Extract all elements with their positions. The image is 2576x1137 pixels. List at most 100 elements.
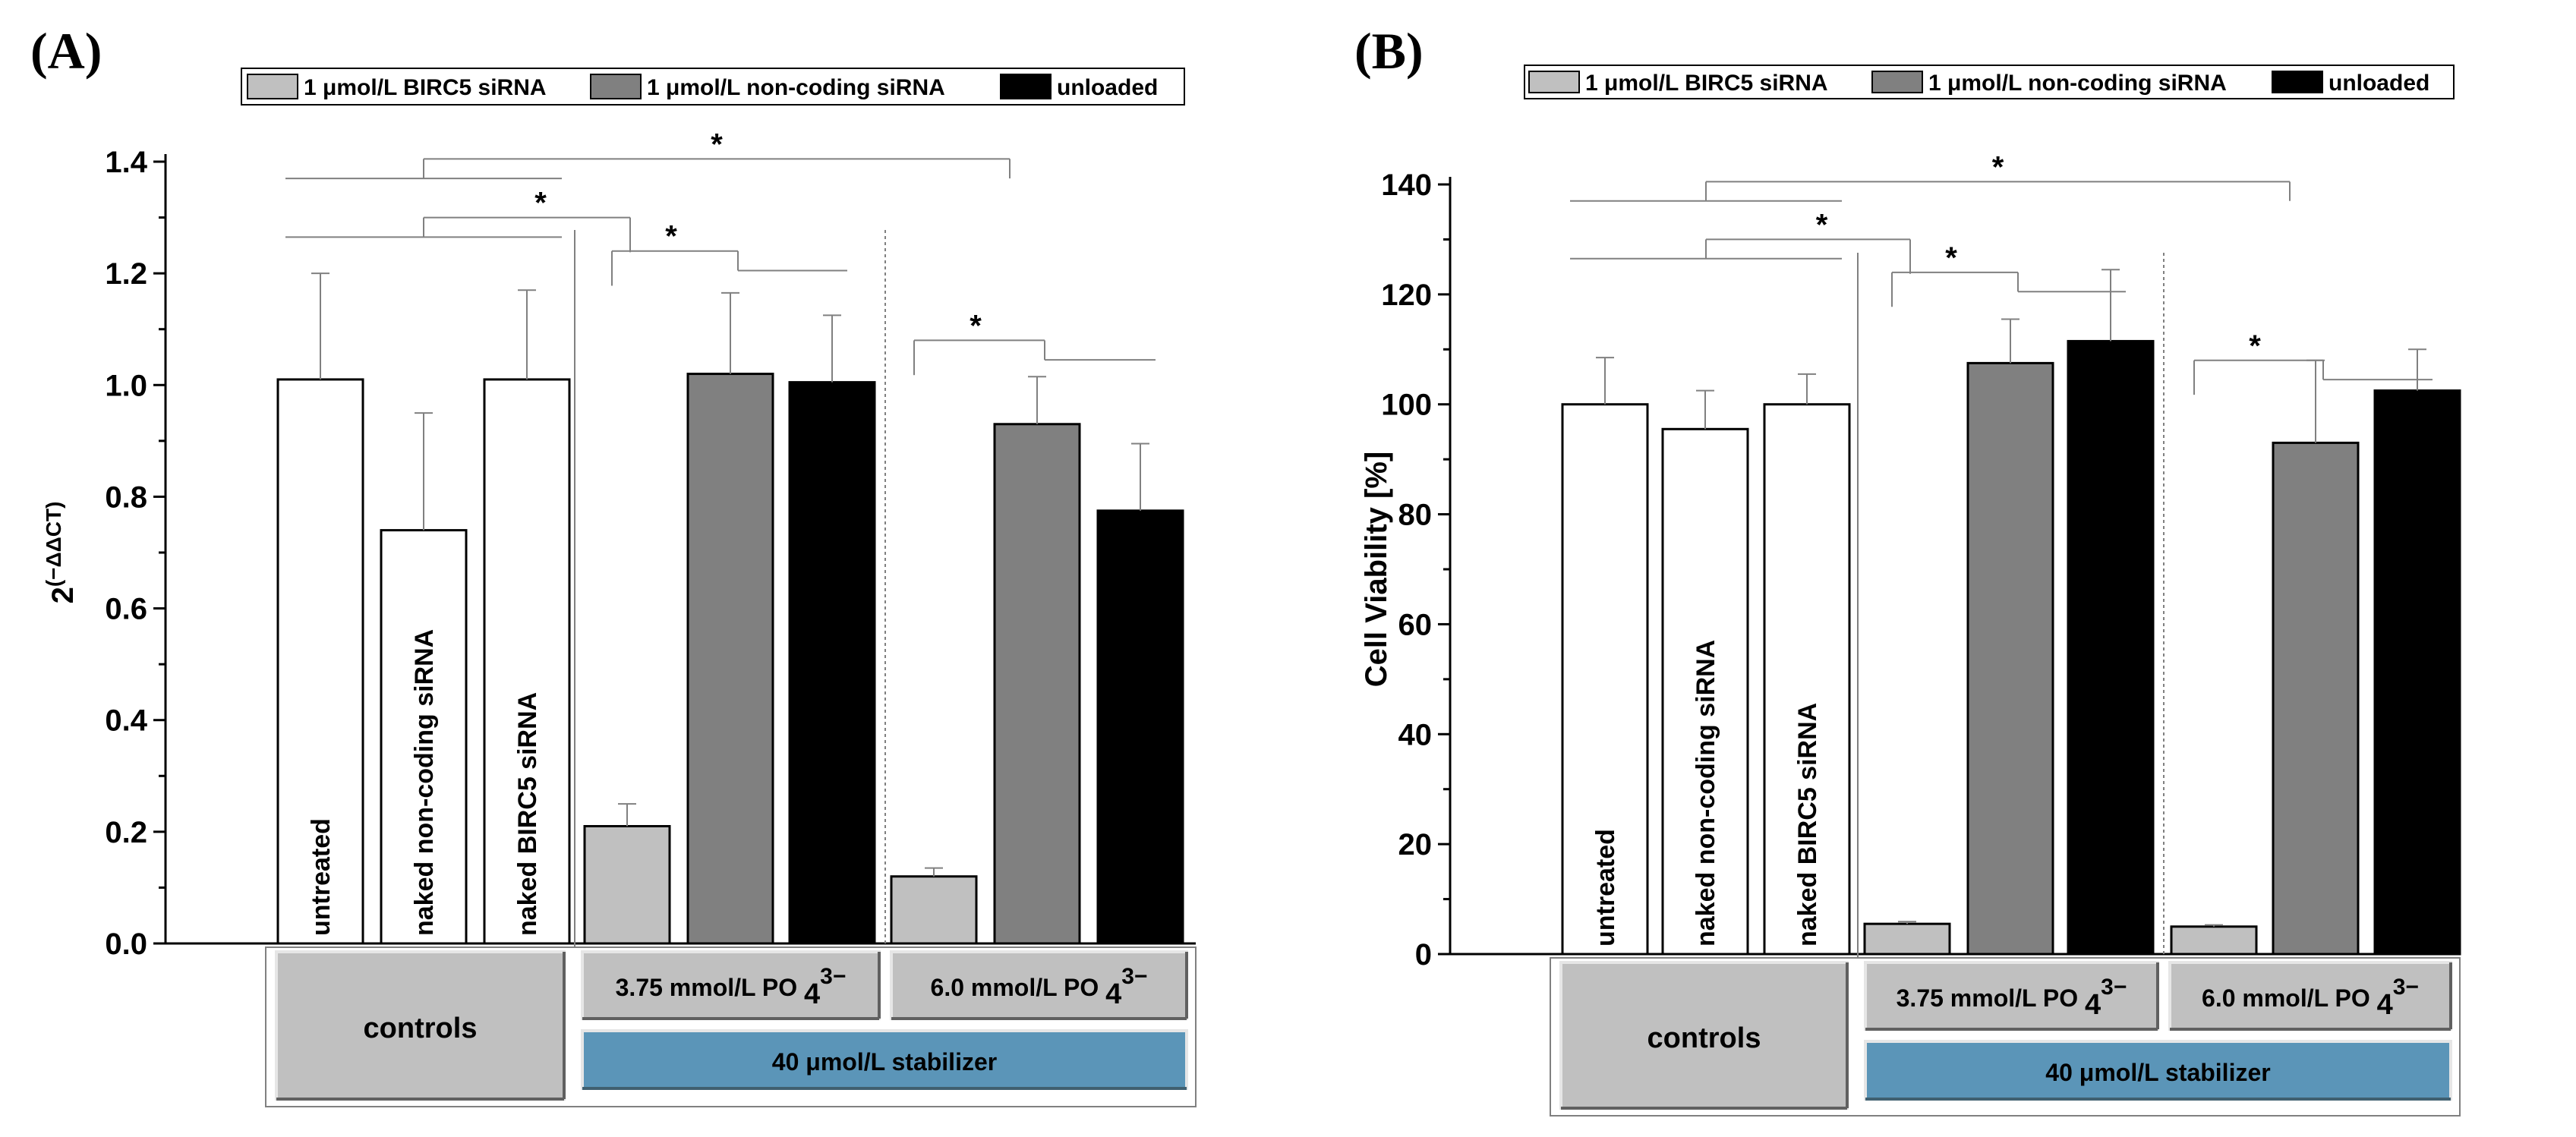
y-tick-label: 100 [1381,389,1432,422]
significance-brackets: * * * * [285,128,1156,376]
bar [2170,925,2258,956]
legend-label: unloaded [2328,71,2429,96]
bar-group [2170,924,2258,956]
bar-group [2272,359,2360,956]
stabilizer-box [581,1029,1188,1090]
bar [890,875,978,945]
bar [686,373,774,945]
legend: 1 μmol/L BIRC5 siRNA 1 μmol/L non-coding … [241,68,1185,106]
y-tick-label: 40 [1398,718,1433,751]
y-tick-label: 1.4 [105,146,147,179]
bar [2272,441,2360,956]
bar [1863,922,1951,956]
legend-swatch [247,74,298,99]
y-axis-title: Cell Viability [%] [1360,452,1393,687]
bar-label: naked non-coding siRNA [410,629,439,936]
bar [993,423,1081,945]
y-tick-label: 20 [1398,828,1433,861]
significance-star: * [711,128,723,161]
significance-star: * [1992,150,2004,184]
y-axis-title: 2(−ΔΔCT) [42,502,80,604]
high-conc-label: 6.0 mmol/L PO 43− [931,964,1148,1010]
legend-swatch [1871,71,1923,93]
bar [583,825,671,945]
bar-group [1966,318,2054,956]
bar [1096,509,1184,945]
bar-group [2067,269,2155,956]
y-tick-label: 120 [1381,279,1432,312]
y-tick-label: 1.0 [105,369,147,402]
legend: 1 μmol/L BIRC5 siRNA 1 μmol/L non-coding … [1524,65,2455,99]
significance-star: * [2249,329,2261,363]
y-tick-label: 0.2 [105,816,147,849]
legend-swatch [2272,71,2323,93]
y-tick-label: 0 [1415,938,1432,972]
bar-group: naked non-coding siRNA [380,412,468,945]
legend-swatch [590,74,642,99]
bar [2373,389,2461,956]
bar-group: untreated [1561,357,1649,956]
bar-group [1096,443,1184,945]
stabilizer-box [1864,1040,2452,1101]
panel-label: (A) [30,22,102,80]
bar-label: untreated [307,818,336,936]
bar-group: naked BIRC5 siRNA [1763,373,1851,956]
bar-label: untreated [1591,829,1620,946]
significance-star: * [665,220,677,254]
chart-panel-a: (A) 1 μmol/L BIRC5 siRNA 1 μmol/L non-codi… [30,22,1197,1107]
y-tick-label: 140 [1381,169,1432,202]
legend-label: unloaded [1057,75,1158,100]
high-conc-label: 6.0 mmol/L PO 43− [2202,975,2419,1021]
stabilizer-label: 40 μmol/L stabilizer [2045,1059,2270,1086]
bar [1966,361,2054,956]
bar [788,381,876,945]
high-conc-box [2168,961,2452,1031]
y-tick-label: 0.8 [105,480,147,514]
low-conc-label: 3.75 mmol/L PO 43− [616,964,847,1010]
bar [2067,339,2155,956]
chart-panel-b: (B) 1 μmol/L BIRC5 siRNA 1 μmol/L non-codi… [1354,22,2461,1117]
bar-label: naked BIRC5 siRNA [513,692,542,936]
bar-group: naked BIRC5 siRNA [483,289,571,945]
group-boxes: controls 3.75 mmol/L PO 43− 6.0 mmol/L PO … [265,946,1197,1107]
bar [1763,403,1851,956]
y-tick-label: 60 [1398,608,1433,641]
y-tick-label: 0.6 [105,593,147,626]
significance-star: * [970,309,982,342]
legend-label: 1 μmol/L BIRC5 siRNA [1585,71,1828,96]
y-tick-label: 1.2 [105,257,147,291]
y-tick-label: 0.4 [105,704,147,738]
legend-label: 1 μmol/L BIRC5 siRNA [304,75,547,100]
significance-star: * [1816,208,1828,241]
legend-label: 1 μmol/L non-coding siRNA [647,75,945,100]
controls-box [1559,961,1849,1110]
bar-label: naked BIRC5 siRNA [1793,703,1822,946]
y-tick-label: 80 [1398,499,1433,532]
bar-group [686,291,774,945]
y-tick-label: 0.0 [105,928,147,961]
bar-group [890,867,978,945]
controls-label: controls [1647,1022,1761,1054]
significance-star: * [1945,241,1957,275]
panel-label: (B) [1354,22,1424,80]
bar-group [1863,921,1951,956]
bar-group [2373,348,2461,956]
controls-box [275,950,566,1101]
stabilizer-label: 40 μmol/L stabilizer [772,1048,997,1076]
significance-brackets: * * * * [1570,150,2433,395]
bar [1661,427,1749,956]
bar-group [583,803,671,945]
legend-swatch [1528,71,1580,93]
bar-group [788,314,876,945]
bar-group: untreated [276,272,364,945]
group-boxes: controls 3.75 mmol/L PO 43− 6.0 mmol/L PO … [1550,957,2461,1117]
significance-star: * [534,187,547,220]
bar [380,529,468,945]
low-conc-label: 3.75 mmol/L PO 43− [1897,975,2127,1021]
legend-swatch [1000,74,1052,99]
bar-group: naked non-coding siRNA [1661,389,1749,956]
bar-group [993,376,1081,945]
legend-label: 1 μmol/L non-coding siRNA [1928,71,2227,96]
bar-label: naked non-coding siRNA [1692,640,1720,946]
